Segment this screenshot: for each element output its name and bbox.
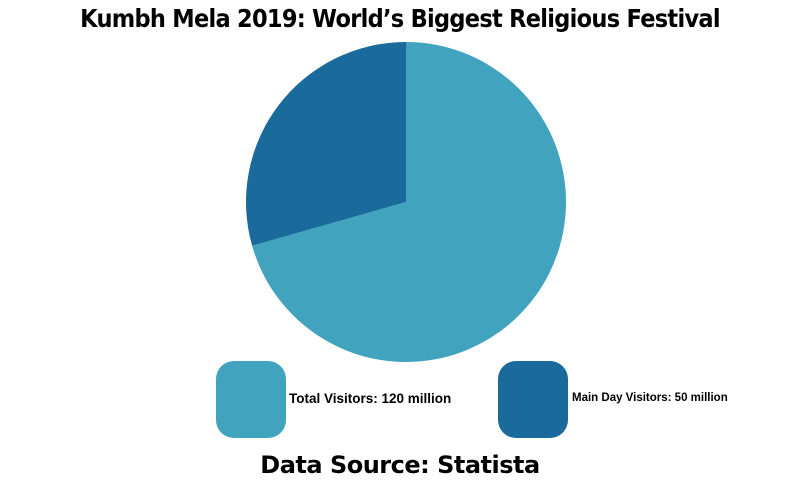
data-source-caption: Data Source: Statista [260,451,540,479]
legend-swatch-main-day-visitors [498,361,568,438]
legend-label-total-visitors: Total Visitors: 120 million [289,391,452,406]
chart-title: Kumbh Mela 2019: World’s Biggest Religio… [80,4,720,33]
legend-swatch-total-visitors [216,361,286,438]
pie-slice-main-day-visitors [245,42,406,246]
legend-label-main-day-visitors: Main Day Visitors: 50 million [572,392,728,404]
pie-slice-total-visitors [252,42,566,362]
